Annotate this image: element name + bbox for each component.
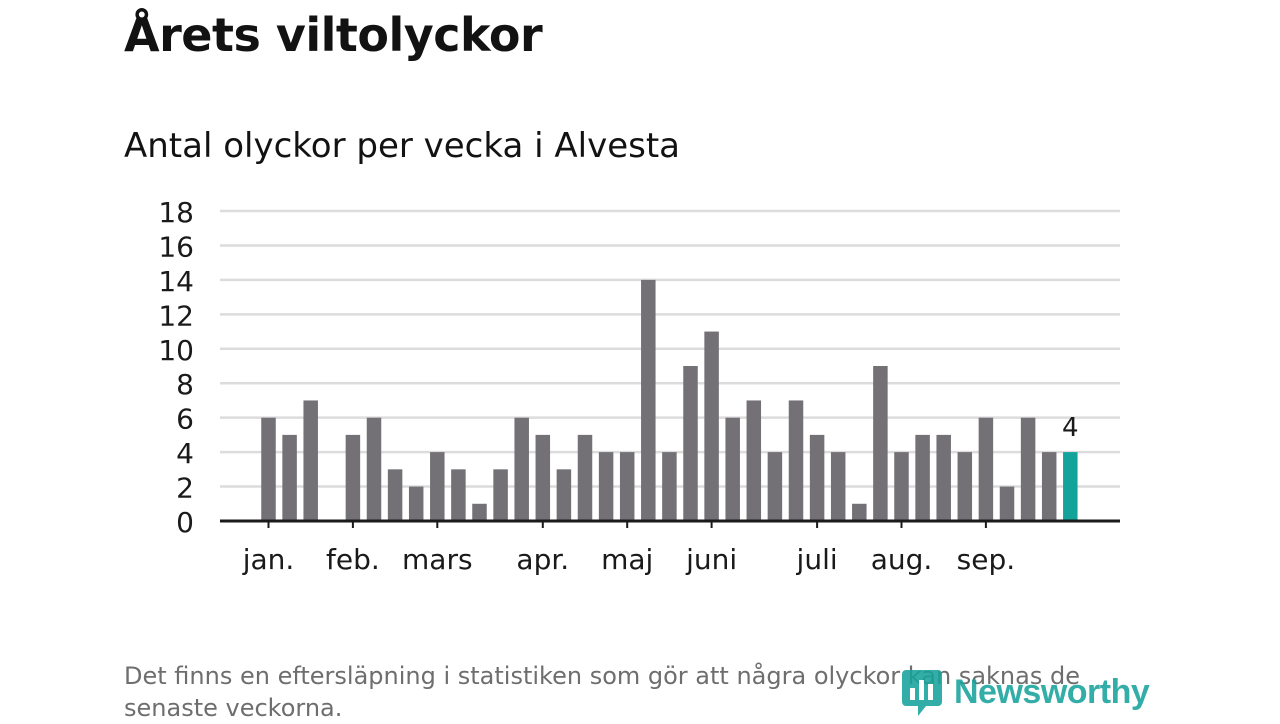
- bar: [1041, 452, 1057, 521]
- bar: [472, 503, 487, 521]
- x-tick-label: aug.: [871, 543, 933, 576]
- bar: [662, 452, 677, 521]
- y-tick-label: 18: [158, 196, 194, 229]
- bar: [577, 434, 593, 521]
- y-tick-label: 8: [176, 368, 194, 401]
- bar: [619, 452, 635, 521]
- bar: [641, 279, 656, 521]
- bar: [852, 503, 867, 521]
- x-tick-label: maj: [601, 543, 653, 576]
- chart-subtitle: Antal olyckor per vecka i Alvesta: [124, 126, 680, 166]
- newsworthy-logo-icon: [902, 670, 942, 716]
- chart-title: Årets viltolyckor: [124, 8, 543, 62]
- bars: [261, 279, 1078, 521]
- x-tick-label: jan.: [242, 543, 295, 576]
- bar: [915, 434, 930, 521]
- bar: [535, 434, 551, 521]
- bar: [957, 452, 973, 521]
- bar: [514, 417, 529, 521]
- bar: [430, 452, 445, 521]
- bar: [683, 366, 698, 521]
- bar: [830, 452, 846, 521]
- bar: [936, 434, 951, 521]
- bar: [978, 417, 994, 521]
- x-axis-ticks: jan. feb. mars apr. maj juni juli aug. sep.: [242, 521, 1015, 576]
- bar: [366, 417, 382, 521]
- y-tick-label: 2: [176, 472, 194, 505]
- bar: [788, 400, 804, 521]
- x-tick-label: feb.: [326, 543, 380, 576]
- y-tick-label: 14: [158, 265, 194, 298]
- x-tick-label: apr.: [516, 543, 569, 576]
- bar: [493, 469, 508, 521]
- bar: [261, 417, 276, 521]
- bar: [451, 469, 466, 521]
- bar: [282, 434, 297, 521]
- bar: [725, 417, 740, 521]
- logo-text: Newsworthy: [954, 672, 1150, 711]
- bar: [598, 452, 614, 521]
- bar: [345, 434, 361, 521]
- x-tick-label: juni: [685, 543, 737, 576]
- y-tick-label: 4: [176, 437, 194, 470]
- data-label: 4: [1062, 413, 1079, 443]
- newsworthy-logo: Newsworthy: [900, 666, 1150, 718]
- bar: [387, 469, 403, 521]
- x-tick-label: juli: [796, 543, 838, 576]
- gridlines: [220, 209, 1120, 488]
- bar: [809, 434, 825, 521]
- x-tick-label: sep.: [957, 543, 1016, 576]
- bar: [408, 486, 424, 521]
- bar-highlight: [1063, 452, 1078, 521]
- bar: [704, 331, 719, 521]
- y-tick-label: 0: [176, 506, 194, 539]
- x-tick-label: mars: [402, 543, 473, 576]
- y-tick-label: 12: [158, 299, 194, 332]
- data-labels: 4: [1062, 413, 1079, 443]
- y-tick-label: 6: [176, 403, 194, 436]
- bar: [999, 486, 1015, 521]
- bar: [894, 452, 909, 521]
- bar: [303, 400, 318, 521]
- bar: [1020, 417, 1036, 521]
- bar: [767, 452, 783, 521]
- y-tick-label: 10: [158, 334, 194, 367]
- bar: [556, 469, 572, 521]
- bar: [873, 366, 888, 521]
- y-tick-label: 16: [158, 230, 194, 263]
- bar: [746, 400, 762, 521]
